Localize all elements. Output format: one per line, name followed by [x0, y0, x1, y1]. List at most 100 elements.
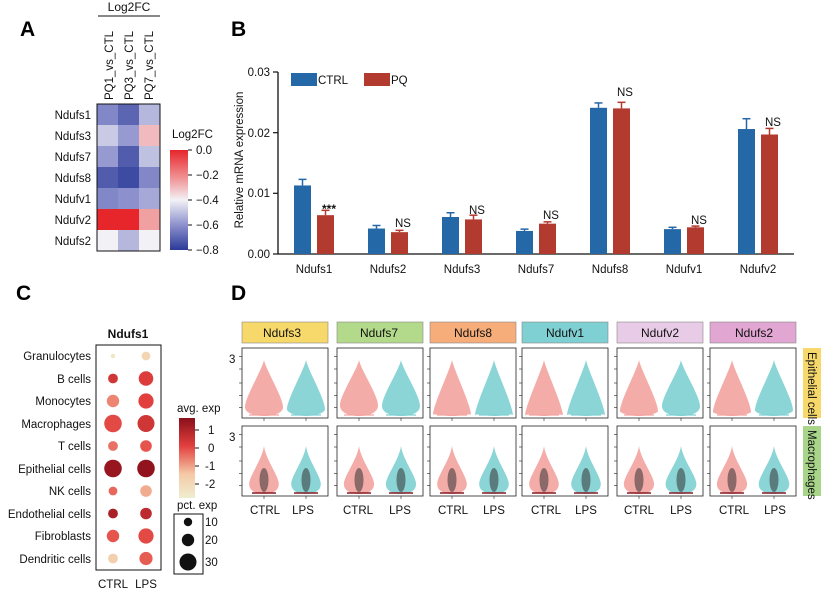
dotplot-dot [141, 351, 151, 361]
pct-exp-dot-20 [181, 533, 195, 547]
heatmap-cell [139, 125, 160, 146]
violin-ctrl [525, 360, 563, 417]
violin-x-label: LPS [483, 505, 505, 517]
heatmap-col-label: PQ3_vs_CTL [124, 30, 136, 100]
violin-gene-header-box [521, 321, 609, 344]
violin-gene-header-box [429, 321, 517, 344]
pct-exp-legend-box [173, 513, 204, 575]
violin-lps [475, 360, 513, 416]
heatmap-cells [97, 104, 160, 251]
violin-x-label: CTRL [343, 505, 374, 517]
violin-ctrl [340, 360, 378, 416]
violin-point-cloud [539, 468, 549, 492]
heatmap-row-label: Ndufs8 [55, 173, 91, 185]
avg-exp-tick: 0 [208, 443, 214, 455]
violin-gene-header-box [616, 321, 704, 344]
heatmap-cell [118, 104, 139, 125]
dotplot-dots [104, 351, 155, 566]
heatmap-cell [97, 146, 118, 167]
bar-ctrl-ndufs7 [516, 230, 533, 254]
heatmap-legend-ticks: 0.0 −0.2 −0.4 −0.6 −0.8 [188, 145, 219, 257]
violin-point-cloud [634, 468, 644, 492]
heatmap-cell [139, 146, 160, 167]
violin-gene-header-box [709, 321, 797, 344]
dotplot-dot [140, 485, 152, 497]
bar-x-tick: Ndufs1 [296, 264, 332, 276]
bar-x-tick: Ndufv2 [740, 264, 776, 276]
violin-point-cloud [447, 468, 457, 492]
heatmap-col-label: PQ7_vs_CTL [144, 30, 156, 100]
dotplot-dot [140, 440, 152, 452]
dotplot-frame [95, 344, 162, 571]
violin-row-label: Epithelial cells [805, 352, 817, 425]
dotplot-dot [106, 394, 120, 408]
legend-pq-label: PQ [391, 75, 408, 87]
violin-ctrl [245, 360, 283, 416]
avg-exp-tick: 1 [208, 425, 214, 437]
dotplot-dot [104, 414, 122, 433]
dotplot-dot [108, 508, 118, 519]
bar-pq-ndufs3 [465, 219, 482, 254]
legend-ctrl-label: CTRL [318, 75, 349, 87]
bar-pq-ndufs2 [391, 232, 408, 254]
dotplot-row-label: NK cells [49, 486, 91, 498]
bar-pq-ndufv2 [761, 134, 778, 254]
bar-x-tick: Ndufs7 [518, 264, 554, 276]
violin-gene-label: Ndufs3 [263, 326, 301, 340]
bar-ctrl-ndufv2 [738, 129, 755, 254]
heatmap-colorbar [170, 150, 188, 250]
dotplot-x-label: CTRL [98, 579, 129, 591]
avg-exp-tick: -1 [205, 461, 215, 473]
bar-ctrl-ndufs1 [294, 185, 311, 254]
dotplot-row-label: Fibroblasts [35, 531, 91, 543]
violin-point-cloud [489, 468, 499, 492]
significance-label: NS [691, 215, 707, 227]
dotplot-dot [108, 553, 118, 564]
heatmap-row-label: Ndufs7 [55, 152, 91, 164]
bar-legend: CTRL PQ [291, 73, 408, 87]
heatmap-cell [118, 167, 139, 188]
significance-label: NS [469, 205, 485, 217]
heatmap-cell [97, 125, 118, 146]
violin-x-labels: CTRL LPS CTRL LPS CTRL LPS CTRL LPS CTRL… [250, 505, 786, 517]
bar-ctrl-ndufs8 [590, 107, 607, 254]
violin-y-tick: 3 [229, 354, 235, 366]
dotplot-dot [108, 373, 118, 384]
significance-label: NS [617, 87, 633, 99]
violin-lps [662, 360, 700, 416]
heatmap-cell [118, 209, 139, 230]
heatmap-cell [118, 188, 139, 209]
violin-point-cloud [581, 468, 591, 492]
bar-x-tick: Ndufs2 [370, 264, 406, 276]
dotplot-row-label: Epithelial cells [18, 464, 91, 476]
heatmap-legend-tick: −0.2 [196, 170, 219, 182]
violin-row-strip-macrophages [803, 426, 821, 496]
legend-ctrl-swatch [291, 73, 317, 86]
violin-gene-label: Ndufs8 [454, 326, 492, 340]
bar-x-tick: Ndufs3 [444, 264, 480, 276]
bar-pq-ndufs7 [539, 223, 556, 254]
avg-exp-legend-title: avg. exp [177, 403, 220, 415]
violin-point-cloud [396, 468, 406, 492]
heatmap-legend-tick: 0.0 [196, 145, 212, 157]
dotplot-row-label: Granulocytes [23, 351, 91, 363]
heatmap-cell [139, 188, 160, 209]
dotplot-dot [137, 459, 155, 478]
heatmap-row-label: Ndufs2 [55, 236, 91, 248]
avg-exp-ticks: 1 0 -1 -2 [195, 425, 215, 491]
dotplot-dot [108, 486, 118, 496]
heatmap-row-label: Ndufv1 [55, 194, 91, 206]
violin-lps [382, 360, 420, 416]
heatmap-row-labels: Ndufs1 Ndufs3 Ndufs7 Ndufs8 Ndufv1 Ndufv… [55, 110, 91, 248]
bar-pq-ndufs1 [317, 215, 334, 254]
dotplot-dot [139, 551, 153, 566]
bar-pq-ndufv1 [687, 227, 704, 254]
dotplot-dot [138, 393, 154, 409]
heatmap-header: Log2FC [108, 0, 151, 14]
dotplot-dot [137, 415, 155, 432]
dotplot-row-label: B cells [57, 374, 91, 386]
dotplot-dot [140, 507, 152, 520]
heatmap-cell [97, 104, 118, 125]
dotplot-x-label: LPS [135, 579, 157, 591]
dotplot-dot [138, 371, 154, 386]
